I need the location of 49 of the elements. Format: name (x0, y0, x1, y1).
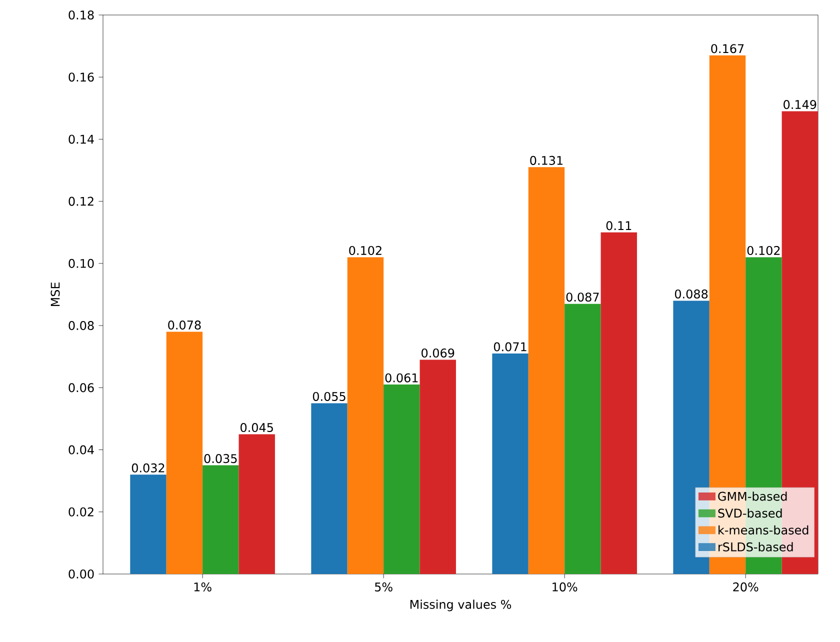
data-label: 0.087 (566, 292, 599, 302)
data-label: 0.035 (204, 454, 237, 464)
y-axis-title: MSE (50, 282, 60, 306)
data-label: 0.071 (494, 342, 526, 352)
legend-label: rSLDS-based (718, 542, 793, 552)
x-tick-label: 20% (733, 582, 758, 592)
data-label: 0.078 (168, 320, 201, 330)
legend-label: k-means-based (718, 525, 808, 535)
data-label: 0.061 (385, 373, 418, 382)
data-label: 0.167 (711, 44, 744, 54)
x-tick-label: 1% (194, 582, 212, 592)
y-tick-label: 0.00 (68, 569, 94, 579)
data-label: 0.088 (674, 289, 708, 299)
x-axis-title: Missing values % (410, 600, 512, 612)
data-label: 0.032 (132, 463, 164, 472)
bar (528, 167, 565, 574)
bar (202, 465, 239, 574)
y-tick-label: 0.16 (68, 72, 94, 82)
x-tick-label: 5% (375, 582, 392, 592)
data-label: 0.102 (747, 246, 780, 256)
legend-label: GMM-based (718, 492, 787, 501)
x-tick-label: 10% (552, 582, 578, 592)
bar (238, 434, 275, 574)
y-tick-label: 0.06 (68, 383, 94, 392)
y-tick-label: 0.14 (68, 134, 94, 144)
data-label: 0.069 (422, 348, 454, 358)
y-tick-label: 0.18 (68, 10, 94, 20)
data-label: 0.055 (312, 392, 346, 401)
data-label: 0.11 (606, 221, 632, 230)
bar (420, 360, 456, 574)
y-tick-label: 0.02 (68, 507, 94, 516)
bar (492, 354, 528, 574)
data-label: 0.149 (784, 100, 816, 110)
bar (600, 232, 637, 574)
y-tick-label: 0.12 (68, 196, 94, 206)
bar (673, 300, 710, 574)
bar (347, 257, 384, 574)
bar (311, 403, 348, 574)
y-tick-label: 0.08 (68, 321, 94, 330)
data-label: 0.131 (530, 156, 562, 165)
bar (384, 384, 420, 574)
y-tick-label: 0.10 (68, 258, 94, 268)
bar (166, 332, 203, 574)
legend-label: SVD-based (718, 508, 782, 518)
y-tick-label: 0.04 (68, 445, 94, 454)
bar (564, 304, 601, 574)
bar (130, 474, 166, 574)
data-label: 0.045 (240, 423, 273, 432)
data-label: 0.102 (349, 246, 382, 256)
